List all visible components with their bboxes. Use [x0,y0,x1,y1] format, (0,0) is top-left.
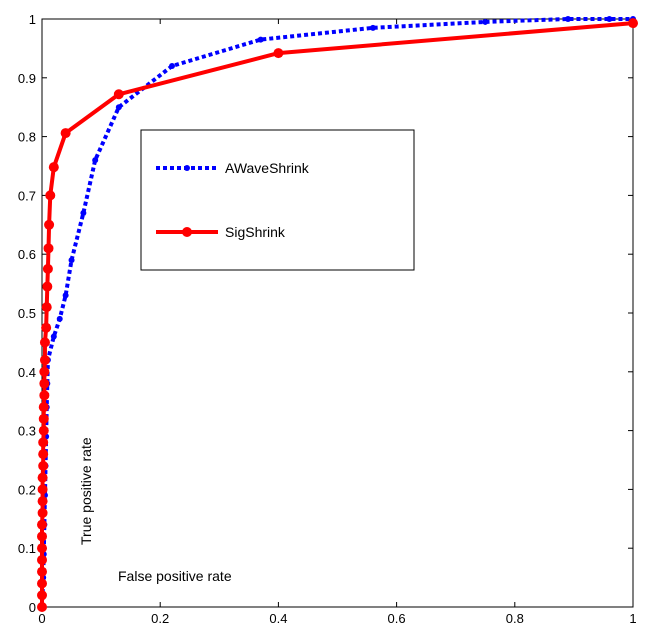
data-point-awaveshrink [68,257,75,264]
y-axis-label: True positive rate [78,437,94,545]
data-point-sigshrink [38,460,49,471]
data-point-awaveshrink [564,16,571,22]
data-point-sigshrink [41,302,52,313]
legend-box [140,129,415,271]
data-point-sigshrink [42,281,53,292]
y-tick-label: 0.6 [18,247,36,262]
data-point-sigshrink [37,578,47,589]
data-point-sigshrink [39,337,50,348]
y-tick-label: 0.4 [18,365,36,380]
y-tick-label: 0.9 [18,71,36,86]
y-tick-label: 0.7 [18,188,36,203]
data-point-awaveshrink [62,292,69,299]
data-point-sigshrink [628,18,638,29]
data-point-sigshrink [42,263,53,274]
x-tick-label: 0.4 [269,611,287,626]
x-tick-label: 0.6 [388,611,406,626]
y-tick-label: 0 [29,600,36,615]
data-point-sigshrink [37,519,47,530]
x-axis-ticks: 0 0.2 0.4 0.6 0.8 1 [38,19,637,626]
x-tick-label: 1 [629,611,636,626]
data-point-sigshrink [37,484,48,495]
y-tick-label: 1 [29,12,36,27]
data-point-sigshrink [37,507,48,518]
data-point-awaveshrink [482,18,489,25]
data-point-sigshrink [37,496,48,507]
data-point-awaveshrink [80,210,87,217]
data-point-awaveshrink [92,157,99,164]
data-point-sigshrink [45,190,56,201]
data-point-awaveshrink [50,333,57,340]
data-point-awaveshrink [115,104,122,111]
x-tick-label: 0.8 [506,611,524,626]
data-point-sigshrink [113,89,124,100]
data-point-sigshrink [38,402,49,413]
data-point-sigshrink [273,48,284,59]
data-point-awaveshrink [369,24,376,31]
data-point-sigshrink [38,437,49,448]
data-point-sigshrink [38,449,49,460]
data-point-sigshrink [39,378,50,389]
data-point-sigshrink [37,590,47,601]
legend-label-awaveshrink: AWaveShrink [225,160,310,176]
data-point-awaveshrink [606,16,613,22]
data-point-sigshrink [39,390,50,401]
legend: AWaveShrink SigShrink [140,129,415,271]
y-axis-ticks: 0 0.1 0.2 0.3 0.4 0.5 0.6 0.7 0.8 0.9 1 [18,12,633,615]
legend-marker-sigshrink [182,227,192,237]
data-point-sigshrink [37,566,47,577]
data-point-sigshrink [37,602,47,612]
data-point-sigshrink [37,554,47,565]
data-point-sigshrink [39,366,50,377]
data-point-sigshrink [60,128,71,139]
series-layer [37,16,638,612]
legend-marker-awaveshrink [184,165,190,171]
data-point-sigshrink [44,219,55,230]
y-tick-label: 0.1 [18,541,36,556]
data-point-awaveshrink [56,315,63,322]
y-tick-label: 0.5 [18,306,36,321]
plot-area [41,18,634,608]
data-point-sigshrink [39,355,50,366]
data-point-awaveshrink [257,36,264,43]
x-tick-label: 0.2 [151,611,169,626]
data-point-sigshrink [37,472,48,483]
x-axis-label: False positive rate [118,568,232,584]
data-point-sigshrink [48,162,59,173]
data-point-sigshrink [43,243,54,254]
legend-label-sigshrink: SigShrink [225,224,286,240]
y-tick-label: 0.3 [18,424,36,439]
x-tick-label: 0 [38,611,45,626]
data-point-sigshrink [37,543,47,554]
data-point-awaveshrink [169,63,176,70]
y-tick-label: 0.2 [18,482,36,497]
data-point-sigshrink [37,531,47,542]
data-point-sigshrink [38,425,49,436]
y-tick-label: 0.8 [18,130,36,145]
data-point-sigshrink [41,322,52,333]
data-point-sigshrink [38,413,49,424]
